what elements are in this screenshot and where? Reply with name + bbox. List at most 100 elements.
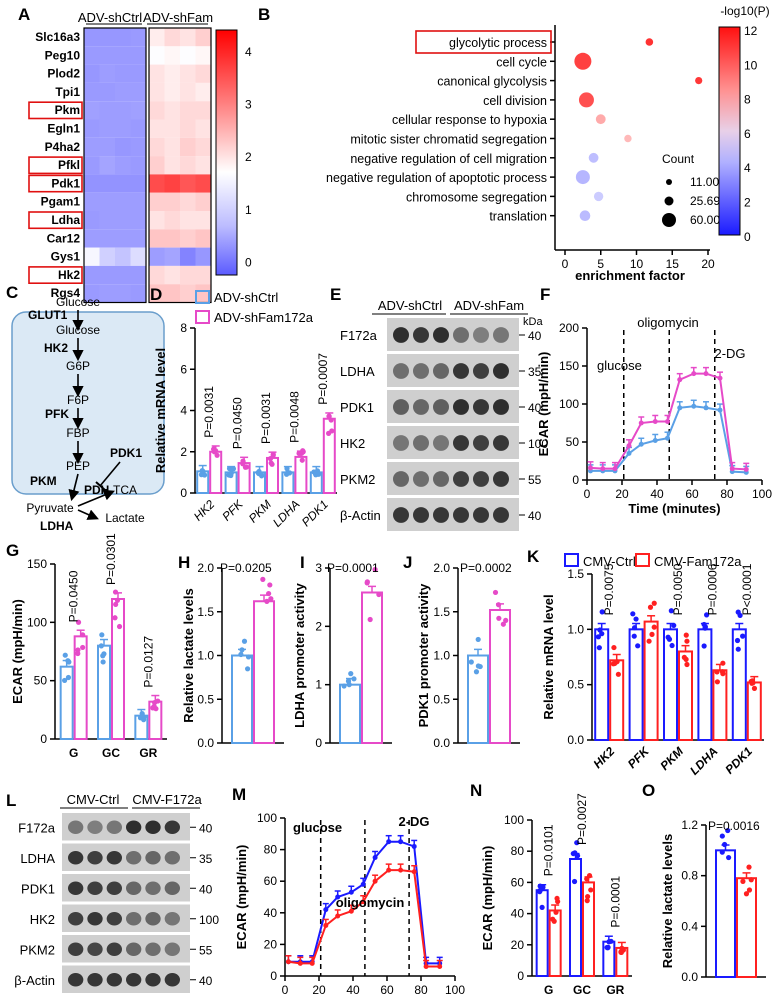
heatmap-cell <box>130 46 146 65</box>
p-value: P=0.0450 <box>231 397 245 449</box>
legend-swatch <box>564 553 579 567</box>
protein-band <box>68 912 84 926</box>
protein-band <box>493 435 509 451</box>
y-axis-title: ECAR (mpH/min) <box>10 599 25 704</box>
inhibition-line <box>99 461 121 487</box>
y-tick: 1.0 <box>567 622 584 636</box>
protein-band <box>433 435 449 451</box>
y-tick: 0.5 <box>567 678 584 692</box>
x-axis-title: enrichment factor <box>575 268 685 283</box>
blot-label: F172a <box>18 820 56 835</box>
heatmap-cell <box>180 229 196 248</box>
data-bar <box>715 849 736 978</box>
y-tick: 1.5 <box>567 567 584 581</box>
data-point <box>239 647 245 653</box>
protein-band <box>433 363 449 379</box>
heatmap-cell <box>164 101 180 120</box>
x-tick: 20 <box>615 487 629 501</box>
panel-label-B: B <box>258 5 270 24</box>
data-point <box>610 661 617 667</box>
data-point <box>684 661 690 668</box>
y-tick: 60 <box>264 874 278 888</box>
gene-label: Pdk1 <box>51 176 80 190</box>
data-point <box>537 889 543 895</box>
heatmap-cell <box>164 28 180 47</box>
data-bar <box>339 683 361 745</box>
data-point <box>99 632 105 638</box>
data-point <box>495 602 502 608</box>
highlight-box <box>28 156 83 175</box>
y-tick: 0 <box>315 736 322 750</box>
y-axis-title: ECAR (mpH/min) <box>536 352 551 457</box>
data-point <box>537 883 543 889</box>
protein-band <box>393 507 409 523</box>
data-bar <box>731 628 747 741</box>
kda-marker: 40 <box>528 329 542 343</box>
injection-label: oligomycin <box>336 895 405 910</box>
heatmap-cell <box>195 229 211 248</box>
data-point <box>633 616 639 622</box>
panel-label-M: M <box>232 785 246 804</box>
data-point <box>226 466 233 472</box>
data-point <box>615 671 621 677</box>
data-point <box>555 898 561 905</box>
y-tick: 0.0 <box>567 733 584 747</box>
y-tick: 80 <box>511 844 525 858</box>
data-point <box>574 840 580 846</box>
colorbar-tick: 10 <box>744 58 758 72</box>
data-point <box>492 589 499 596</box>
y-tick: 40 <box>511 907 525 921</box>
data-point <box>98 643 104 649</box>
heatmap-cell <box>115 137 131 157</box>
blot-label: LDHA <box>20 851 55 866</box>
colorbar-tick: 2 <box>744 196 751 210</box>
x-tick: 10 <box>630 257 644 271</box>
heatmap-cell <box>149 211 165 230</box>
data-point <box>299 450 305 456</box>
p-value: P=0.0006 <box>705 563 719 615</box>
heatmap-cell <box>180 82 196 102</box>
data-point <box>242 464 249 470</box>
y-tick: 100 <box>504 813 524 827</box>
y-tick: 1.2 <box>681 818 698 832</box>
y-axis-title: ECAR (mpH/min) <box>234 845 249 950</box>
heatmap-cell <box>99 192 115 211</box>
category-label: HK2 <box>191 497 218 524</box>
data-point <box>240 459 246 466</box>
data-point <box>719 849 725 855</box>
protein-band <box>393 471 409 487</box>
injection-label: 2-DG <box>398 814 429 829</box>
data-point <box>75 650 81 657</box>
y-axis-title: PDK1 promoter activity <box>416 583 431 728</box>
heatmap-cell <box>164 174 180 193</box>
data-point <box>503 617 509 623</box>
category-label: PFK <box>219 497 246 524</box>
colorbar-title: -log10(P) <box>720 4 769 18</box>
data-point <box>737 612 743 619</box>
data-point <box>367 616 373 623</box>
term-label: chromosome segregation <box>406 190 547 204</box>
data-point <box>719 669 726 675</box>
heatmap-cell <box>84 284 100 303</box>
data-point <box>328 417 334 423</box>
group-label: ADV-shCtrl <box>378 298 442 313</box>
data-point <box>270 452 276 458</box>
protein-band <box>145 973 161 987</box>
data-point <box>701 621 707 628</box>
data-point <box>201 472 208 478</box>
data-point <box>584 898 590 904</box>
heatmap-cell <box>149 119 165 138</box>
data-point <box>116 623 123 630</box>
data-point <box>714 679 720 685</box>
heatmap-cell <box>99 64 115 83</box>
metabolite: FBP <box>66 426 89 440</box>
heatmap-cell <box>149 64 165 83</box>
y-tick: 20 <box>264 937 278 951</box>
protein-band <box>106 881 123 895</box>
protein-band <box>393 327 409 343</box>
term-label: cellular response to hypoxia <box>392 113 547 127</box>
heatmap-cell <box>180 247 196 266</box>
heatmap-cell <box>99 174 115 193</box>
colorbar-tick: 8 <box>744 93 751 107</box>
